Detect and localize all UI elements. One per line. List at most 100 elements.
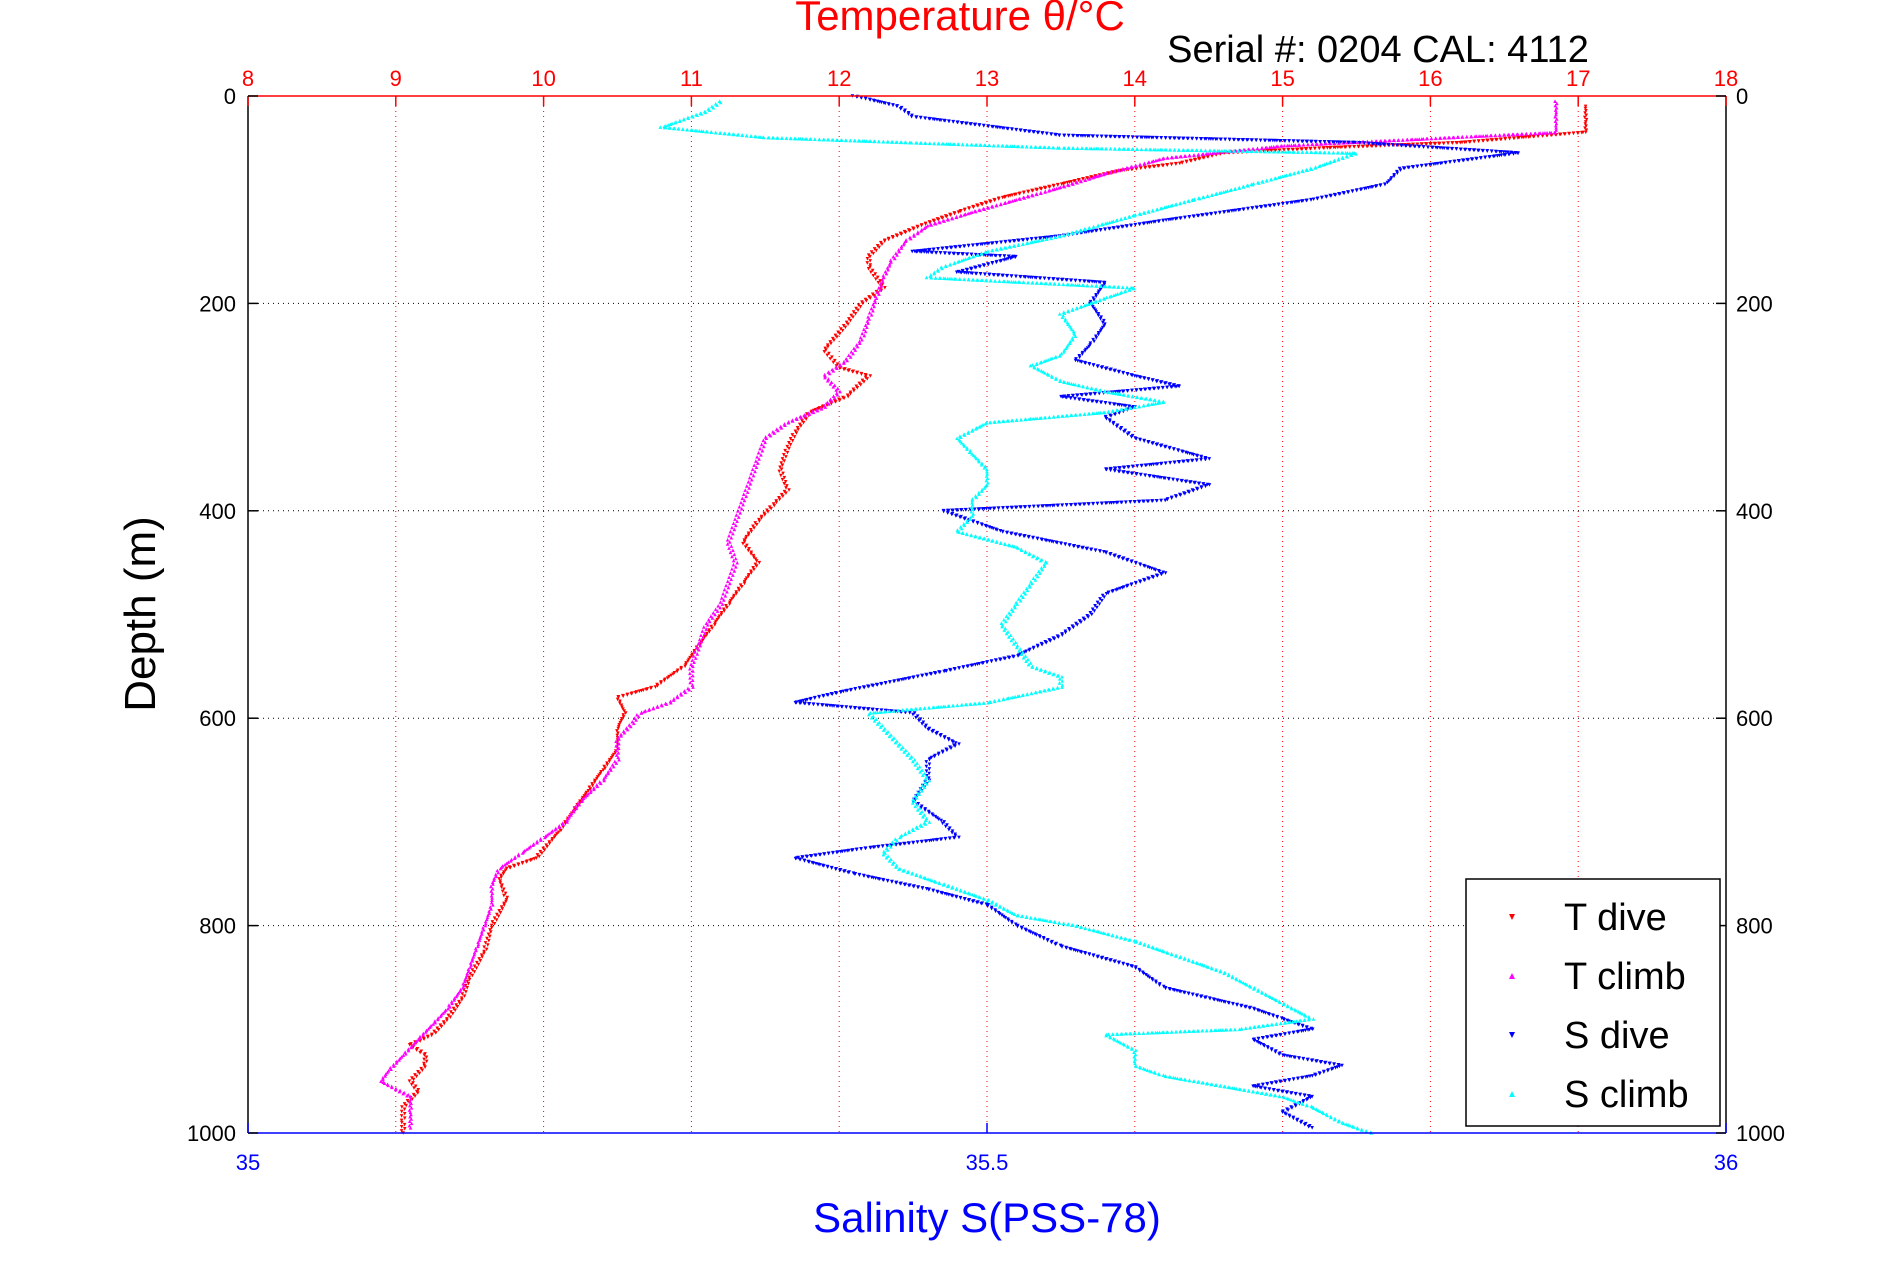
data-point bbox=[840, 328, 845, 333]
data-point bbox=[940, 891, 945, 895]
data-point bbox=[1049, 940, 1054, 945]
data-point bbox=[1297, 1056, 1301, 1061]
data-point bbox=[973, 427, 978, 431]
data-point bbox=[466, 981, 471, 986]
data-point bbox=[1159, 498, 1163, 503]
data-point bbox=[1446, 146, 1450, 151]
data-point bbox=[688, 666, 692, 671]
data-point bbox=[1143, 564, 1147, 569]
data-point bbox=[1089, 146, 1094, 151]
data-point bbox=[399, 1109, 404, 1114]
data-point bbox=[857, 339, 862, 344]
data-point bbox=[414, 1074, 419, 1079]
data-point bbox=[994, 203, 999, 208]
data-point bbox=[987, 143, 991, 148]
data-point bbox=[1018, 197, 1022, 201]
data-point bbox=[486, 913, 490, 918]
data-point bbox=[1119, 500, 1123, 505]
data-point bbox=[691, 685, 695, 689]
data-point bbox=[1022, 280, 1026, 285]
data-point bbox=[907, 711, 912, 715]
data-point bbox=[931, 247, 936, 252]
data-point bbox=[999, 240, 1003, 245]
data-point bbox=[1165, 385, 1169, 390]
data-point bbox=[802, 859, 807, 863]
data-point bbox=[1289, 200, 1293, 205]
data-point bbox=[918, 116, 923, 120]
data-point bbox=[1302, 1122, 1307, 1127]
data-point bbox=[779, 136, 784, 140]
data-point bbox=[1211, 137, 1215, 141]
data-point bbox=[1304, 147, 1309, 151]
data-point bbox=[991, 125, 995, 129]
data-point bbox=[1150, 159, 1154, 164]
data-point bbox=[527, 846, 531, 850]
data-point bbox=[1277, 149, 1281, 154]
data-point bbox=[887, 709, 892, 714]
data-point bbox=[697, 637, 702, 642]
data-point bbox=[858, 335, 863, 340]
data-point bbox=[569, 811, 574, 816]
data-point bbox=[498, 879, 503, 883]
data-point bbox=[1183, 154, 1188, 158]
data-point bbox=[780, 477, 785, 482]
data-point bbox=[896, 708, 901, 713]
data-point bbox=[464, 990, 468, 994]
data-point bbox=[894, 140, 898, 144]
data-point bbox=[920, 886, 925, 891]
data-point bbox=[903, 841, 907, 846]
data-point bbox=[1121, 135, 1126, 139]
data-point bbox=[1481, 139, 1486, 143]
data-point bbox=[979, 242, 983, 247]
data-point bbox=[1199, 458, 1203, 462]
data-point bbox=[1464, 134, 1469, 139]
data-point bbox=[954, 895, 959, 899]
data-point bbox=[1235, 1003, 1239, 1007]
data-point bbox=[680, 127, 685, 132]
data-point bbox=[1034, 362, 1039, 366]
data-point bbox=[1017, 648, 1021, 653]
data-point bbox=[1121, 470, 1125, 475]
data-point bbox=[1040, 504, 1044, 508]
data-point bbox=[616, 750, 621, 755]
data-point bbox=[1029, 145, 1033, 149]
data-point bbox=[1095, 174, 1099, 179]
data-point bbox=[1282, 143, 1287, 148]
data-point bbox=[884, 708, 889, 713]
data-point bbox=[498, 866, 503, 871]
data-point bbox=[1318, 1071, 1322, 1076]
data-point bbox=[1143, 165, 1148, 170]
data-point bbox=[606, 771, 610, 776]
data-point bbox=[993, 699, 997, 704]
data-point bbox=[417, 1071, 422, 1076]
data-point bbox=[1006, 616, 1011, 620]
data-point bbox=[903, 140, 907, 145]
data-point bbox=[976, 204, 980, 208]
data-point bbox=[1054, 377, 1058, 381]
data-point bbox=[1029, 240, 1033, 245]
data-point bbox=[899, 246, 904, 250]
data-point bbox=[1006, 194, 1011, 198]
data-point bbox=[1285, 201, 1289, 206]
data-point bbox=[1476, 148, 1480, 153]
data-point bbox=[923, 725, 928, 729]
data-point bbox=[1035, 130, 1040, 135]
data-point bbox=[1108, 401, 1112, 406]
data-point bbox=[1246, 207, 1250, 211]
data-point bbox=[1049, 236, 1053, 241]
data-point bbox=[476, 944, 480, 949]
data-point bbox=[500, 883, 504, 887]
data-point bbox=[1000, 530, 1005, 534]
data-point bbox=[1252, 1007, 1257, 1012]
data-point bbox=[1019, 548, 1024, 553]
data-point bbox=[939, 704, 943, 709]
data-point bbox=[1146, 499, 1151, 504]
data-point bbox=[1487, 155, 1492, 159]
data-point bbox=[982, 465, 987, 470]
data-point bbox=[855, 344, 860, 349]
data-point bbox=[868, 263, 873, 267]
data-point bbox=[1005, 696, 1009, 701]
data-point bbox=[975, 900, 979, 905]
data-point bbox=[1223, 1000, 1227, 1004]
data-point bbox=[1071, 231, 1075, 235]
